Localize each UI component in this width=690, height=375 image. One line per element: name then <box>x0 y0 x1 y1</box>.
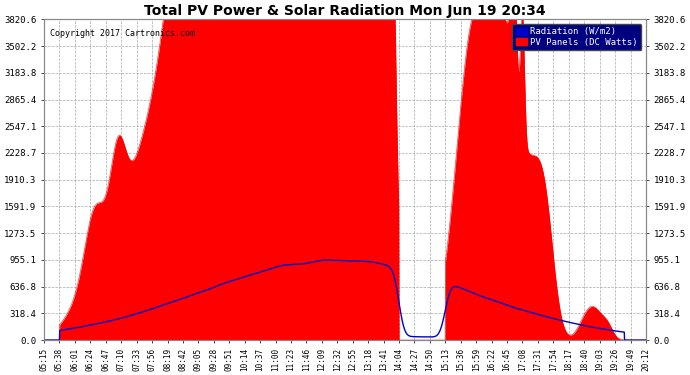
Text: Copyright 2017 Cartronics.com: Copyright 2017 Cartronics.com <box>50 29 195 38</box>
Title: Total PV Power & Solar Radiation Mon Jun 19 20:34: Total PV Power & Solar Radiation Mon Jun… <box>144 4 546 18</box>
Legend: Radiation (W/m2), PV Panels (DC Watts): Radiation (W/m2), PV Panels (DC Watts) <box>512 24 642 50</box>
